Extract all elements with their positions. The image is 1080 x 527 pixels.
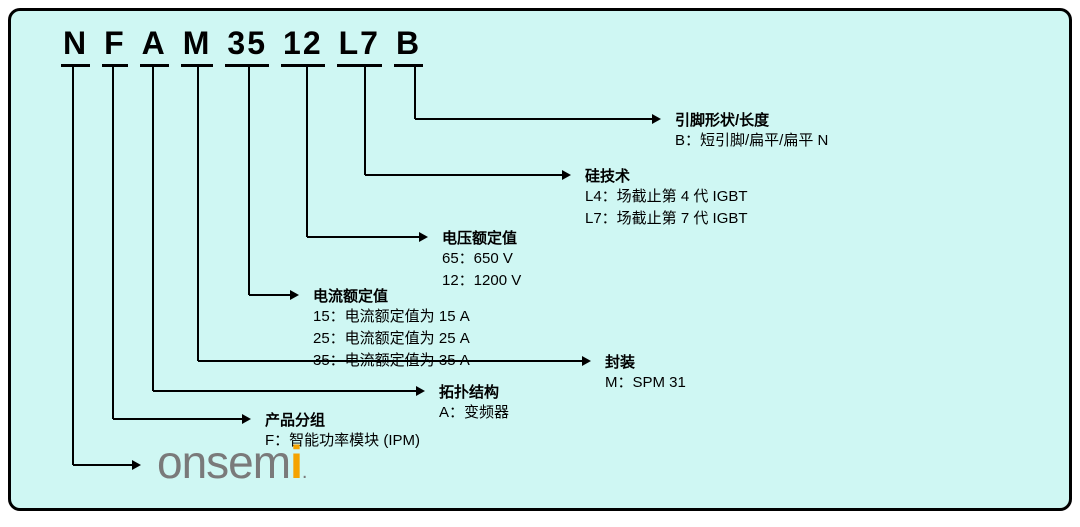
label-title: 封装	[605, 351, 686, 372]
label-voltage-rating: 电压额定值 65：650 V12：1200 V	[442, 227, 521, 292]
connector-lines	[11, 11, 1069, 508]
label-silicon-tech: 硅技术 L4：场截止第 4 代 IGBTL7：场截止第 7 代 IGBT	[585, 165, 748, 230]
diagram-panel: NFAM 35 12 L7 B 引脚形状/长度 B：短引脚/扁平/扁平 N 硅技术 L4…	[8, 8, 1072, 511]
label-title: 电流额定值	[313, 285, 470, 306]
label-package: 封装 M：SPM 31	[605, 351, 686, 394]
code-segment-N: N	[61, 25, 90, 67]
code-segment-A: A	[140, 25, 169, 67]
code-segment-35: 35	[225, 25, 269, 67]
label-title: 硅技术	[585, 165, 748, 186]
label-title: 电压额定值	[442, 227, 521, 248]
label-desc: M：SPM 31	[605, 372, 686, 394]
label-pin-shape: 引脚形状/长度 B：短引脚/扁平/扁平 N	[675, 109, 828, 152]
label-desc: A：变频器	[439, 402, 509, 424]
label-desc: L4：场截止第 4 代 IGBTL7：场截止第 7 代 IGBT	[585, 186, 748, 230]
label-title: 产品分组	[265, 409, 420, 430]
label-topology: 拓扑结构 A：变频器	[439, 381, 509, 424]
label-current-rating: 电流额定值 15：电流额定值为 15 A25：电流额定值为 25 A35：电流额…	[313, 285, 470, 371]
part-number-row: NFAM 35 12 L7 B	[61, 25, 435, 67]
code-segment-F: F	[102, 25, 128, 67]
code-segment-12: 12	[281, 25, 325, 67]
code-segment-M: M	[181, 25, 214, 67]
label-desc: B：短引脚/扁平/扁平 N	[675, 130, 828, 152]
code-segment-B: B	[394, 25, 423, 67]
onsemi-logo: onsemi.	[157, 435, 306, 489]
label-title: 引脚形状/长度	[675, 109, 828, 130]
label-title: 拓扑结构	[439, 381, 509, 402]
code-segment-L7: L7	[337, 25, 382, 67]
label-desc: 15：电流额定值为 15 A25：电流额定值为 25 A35：电流额定值为 35…	[313, 306, 470, 371]
